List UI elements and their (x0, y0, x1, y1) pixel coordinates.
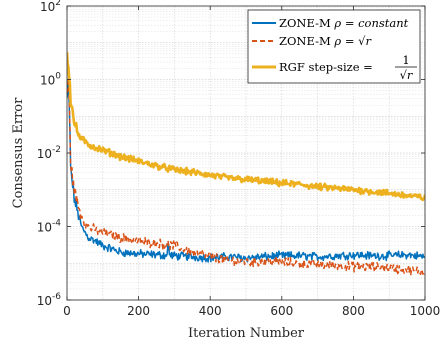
y-tick-label: 10-2 (37, 145, 61, 161)
y-tick-label: 10-4 (37, 219, 62, 235)
x-tick-label: 800 (342, 304, 365, 318)
x-axis-label: Iteration Number (188, 326, 305, 341)
series-line-3 (67, 52, 425, 202)
legend-label-3: RGF step-size = (279, 60, 373, 74)
series-line-2 (67, 77, 425, 277)
tick-labels: 0 200 400 600 800 1000 10-6 10-4 10-2 100 102 (37, 0, 441, 318)
legend-label-1: ZONE-M ρ = constant (279, 16, 409, 30)
series-layer (67, 52, 425, 277)
y-tick-label: 102 (40, 0, 61, 14)
y-axis-label: Consensus Error (11, 97, 26, 208)
x-tick-label: 200 (127, 304, 150, 318)
x-tick-label: 400 (199, 304, 222, 318)
legend-box (247, 9, 421, 84)
legend-fraction-numerator: 1 (402, 53, 409, 67)
y-tick-label: 100 (40, 72, 61, 88)
ticks (66, 5, 426, 301)
x-tick-label: 1000 (410, 304, 441, 318)
y-tick-label: 10-6 (37, 292, 62, 308)
legend-fraction-denominator: √r (400, 68, 414, 82)
x-tick-label: 600 (270, 304, 293, 318)
x-tick-label: 0 (63, 304, 71, 318)
legend: ZONE-M ρ = constant ZONE-M ρ = √r RGF step… (247, 9, 421, 84)
legend-label-2: ZONE-M ρ = √r (279, 34, 372, 48)
